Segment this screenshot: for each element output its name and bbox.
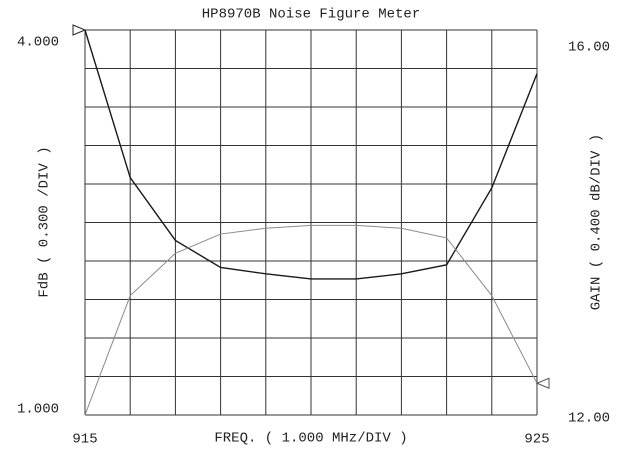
y-axis-label: FdB ( 0.300 /DIV )	[37, 146, 53, 297]
x-axis-label: FREQ. ( 1.000 MHz/DIV )	[214, 431, 407, 447]
y2-axis-label: GAIN ( 0.400 dB/DIV )	[589, 134, 605, 310]
marker	[535, 377, 550, 389]
series-line	[84, 224, 538, 416]
y2-tick-label: 12.00	[568, 411, 610, 427]
chart-title: HP8970B Noise Figure Meter	[202, 7, 420, 23]
marker	[72, 24, 87, 36]
y-tick-label: 1.000	[17, 402, 59, 418]
x-tick-label: 915	[72, 432, 97, 448]
y-tick-label: 4.000	[17, 35, 59, 51]
y2-tick-label: 16.00	[568, 40, 610, 56]
x-tick-label: 925	[524, 432, 549, 448]
series-line	[84, 29, 538, 280]
